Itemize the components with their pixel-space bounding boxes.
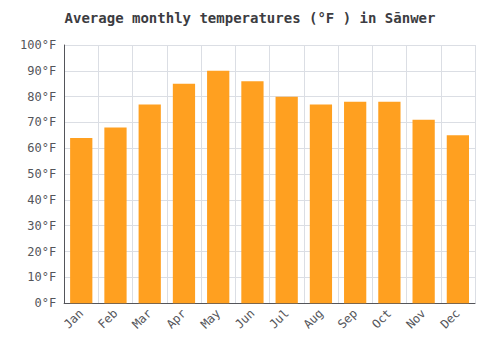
svg-text:Average monthly temperatures (: Average monthly temperatures (°F ) in Sā… [65, 10, 436, 26]
svg-text:30°F: 30°F [27, 219, 56, 233]
svg-text:Oct: Oct [369, 306, 394, 331]
svg-text:Aug: Aug [301, 306, 326, 331]
svg-text:Dec: Dec [438, 306, 463, 331]
svg-text:70°F: 70°F [27, 115, 56, 129]
svg-text:Sep: Sep [335, 306, 360, 331]
svg-text:0°F: 0°F [34, 296, 56, 310]
svg-text:Apr: Apr [164, 306, 189, 331]
svg-text:20°F: 20°F [27, 245, 56, 259]
svg-text:60°F: 60°F [27, 141, 56, 155]
svg-text:May: May [198, 306, 223, 331]
svg-text:90°F: 90°F [27, 64, 56, 78]
svg-text:Jun: Jun [232, 306, 257, 331]
svg-text:10°F: 10°F [27, 270, 56, 284]
svg-text:80°F: 80°F [27, 90, 56, 104]
svg-text:40°F: 40°F [27, 193, 56, 207]
svg-text:Feb: Feb [95, 306, 120, 331]
svg-text:Mar: Mar [129, 306, 154, 331]
svg-text:Jul: Jul [266, 306, 291, 331]
svg-text:100°F: 100°F [20, 38, 56, 52]
svg-text:Nov: Nov [403, 306, 428, 331]
svg-text:50°F: 50°F [27, 167, 56, 181]
svg-text:Jan: Jan [61, 306, 86, 331]
